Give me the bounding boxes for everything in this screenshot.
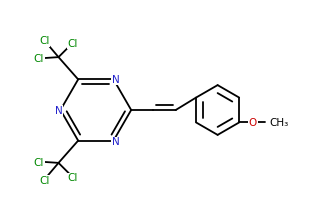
Text: N: N: [54, 106, 62, 116]
Text: Cl: Cl: [68, 173, 78, 183]
Text: Cl: Cl: [39, 176, 49, 186]
Text: Cl: Cl: [39, 36, 49, 46]
Text: Cl: Cl: [68, 39, 78, 49]
Text: Cl: Cl: [34, 54, 44, 64]
Text: Cl: Cl: [34, 158, 44, 168]
Text: N: N: [112, 75, 119, 85]
Text: CH₃: CH₃: [269, 118, 289, 128]
Text: O: O: [249, 118, 257, 128]
Text: N: N: [112, 138, 119, 147]
